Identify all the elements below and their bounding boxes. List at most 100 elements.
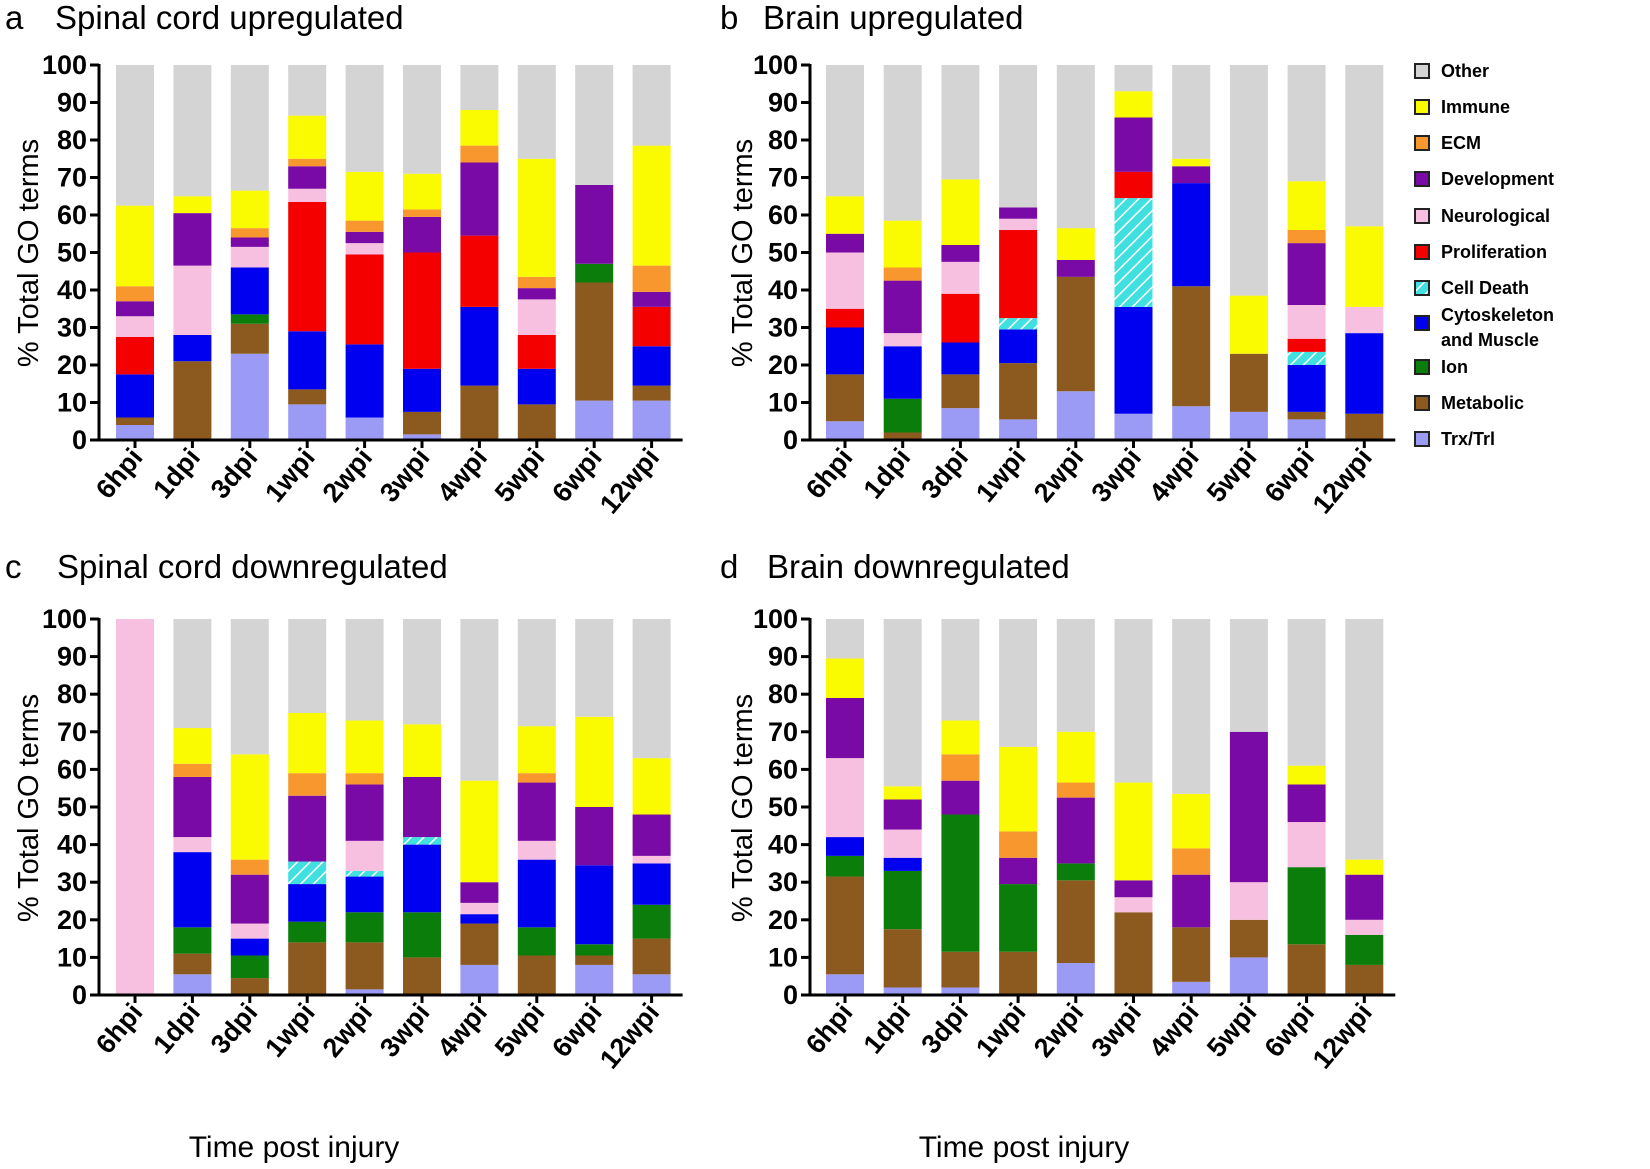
y-tick-label: 20 bbox=[57, 350, 87, 380]
bar-segment-metabolic bbox=[1287, 944, 1326, 995]
bar-1dpi bbox=[173, 65, 212, 440]
bar-segment-other bbox=[575, 65, 614, 185]
bar-segment-ion bbox=[883, 398, 922, 433]
bar-1wpi bbox=[999, 65, 1038, 440]
bar-segment-metabolic bbox=[1345, 964, 1384, 995]
bar-segment-metabolic bbox=[460, 923, 499, 965]
bar-segment-cytoskeleton-and-muscle bbox=[941, 342, 980, 375]
bar-3wpi bbox=[403, 619, 441, 995]
bar-segment-other bbox=[116, 65, 154, 206]
y-tick-label: 50 bbox=[57, 792, 87, 822]
bar-segment-metabolic bbox=[941, 951, 980, 988]
bar-segment-immune bbox=[1172, 158, 1211, 167]
bar-segment-development bbox=[575, 807, 614, 866]
bar-segment-trx-trl bbox=[941, 987, 980, 995]
legend-item-immune: Immune bbox=[1414, 97, 1510, 117]
panel-c-bars bbox=[116, 619, 671, 995]
bar-segment-trx-trl bbox=[1229, 957, 1268, 995]
x-tick-label: 1wpi bbox=[970, 998, 1032, 1063]
x-tick-label: 12wpi bbox=[1307, 443, 1378, 520]
bar-segment-cytoskeleton-and-muscle bbox=[460, 914, 499, 924]
x-tick-label: 3dpi bbox=[205, 443, 264, 505]
bar-segment-cell-death bbox=[403, 837, 441, 845]
bar-segment-metabolic bbox=[116, 417, 154, 425]
bar-segment-ion bbox=[288, 921, 327, 943]
x-tick-label: 4wpi bbox=[1143, 443, 1205, 508]
bar-segment-neurological bbox=[517, 299, 556, 335]
bar-segment-metabolic bbox=[460, 385, 499, 440]
bar-segment-proliferation bbox=[999, 230, 1038, 319]
legend-swatch bbox=[1414, 359, 1430, 375]
legend-swatch bbox=[1414, 395, 1430, 411]
bar-segment-ecm bbox=[999, 831, 1038, 858]
y-tick-label: 20 bbox=[768, 905, 798, 935]
bar-segment-development bbox=[173, 213, 212, 266]
bar-segment-metabolic bbox=[999, 951, 1038, 995]
bar-segment-neurological bbox=[460, 902, 499, 915]
bar-segment-immune bbox=[345, 720, 384, 774]
bar-segment-neurological bbox=[173, 265, 212, 335]
bar-segment-development bbox=[941, 245, 980, 262]
bar-segment-development bbox=[230, 874, 269, 924]
bar-segment-other bbox=[826, 65, 864, 197]
bar-segment-other bbox=[173, 619, 212, 729]
bar-segment-other bbox=[1287, 65, 1326, 182]
panel-a-y-ticks: 0 10 20 30 40 50 60 70 80 90 100 bbox=[42, 50, 99, 455]
panel-a: a Spinal cord upregulated 0 10 20 30 40 50 60 7… bbox=[5, 0, 683, 519]
bar-segment-cytoskeleton-and-muscle bbox=[1114, 306, 1153, 414]
y-tick-label: 50 bbox=[768, 238, 798, 268]
bar-segment-neurological bbox=[173, 837, 212, 853]
bar-12wpi bbox=[1345, 65, 1384, 440]
bar-segment-other bbox=[1345, 65, 1384, 227]
y-tick-label: 10 bbox=[768, 388, 798, 418]
bar-segment-development bbox=[517, 782, 556, 841]
bar-segment-development bbox=[116, 301, 154, 317]
panel-d-letter: d bbox=[720, 548, 738, 585]
legend-label: Neurological bbox=[1441, 206, 1550, 226]
bar-segment-cytoskeleton-and-muscle bbox=[883, 857, 922, 871]
panel-d-x-label: Time post injury bbox=[919, 1131, 1130, 1164]
bar-segment-other bbox=[1345, 619, 1384, 860]
y-tick-label: 70 bbox=[768, 717, 798, 747]
x-tick-label: 5wpi bbox=[1201, 443, 1263, 508]
panel-b-y-ticks: 0 10 20 30 40 50 60 70 80 90 100 bbox=[753, 50, 810, 455]
y-tick-label: 90 bbox=[57, 88, 87, 118]
legend-swatch bbox=[1414, 244, 1430, 260]
bar-segment-metabolic bbox=[403, 957, 441, 995]
bar-segment-other bbox=[632, 619, 671, 759]
legend-label-line2: and Muscle bbox=[1441, 330, 1539, 350]
bar-4wpi bbox=[1172, 619, 1211, 995]
bar-segment-ion bbox=[230, 955, 269, 979]
bar-segment-metabolic bbox=[1172, 286, 1211, 407]
bar-segment-immune bbox=[288, 115, 327, 159]
bar-segment-development bbox=[1345, 874, 1384, 920]
bar-segment-proliferation bbox=[345, 254, 384, 345]
y-tick-label: 0 bbox=[783, 425, 798, 455]
y-tick-label: 40 bbox=[768, 830, 798, 860]
bar-segment-proliferation bbox=[1287, 338, 1326, 352]
bar-segment-other bbox=[1056, 65, 1095, 229]
bar-5wpi bbox=[517, 65, 556, 440]
bar-segment-ecm bbox=[403, 209, 441, 217]
bar-segment-trx-trl bbox=[1172, 981, 1211, 995]
x-tick-label: 1dpi bbox=[147, 443, 206, 505]
bar-segment-trx-trl bbox=[173, 974, 212, 995]
bar-6hpi bbox=[826, 619, 864, 995]
bar-segment-other bbox=[403, 619, 441, 725]
bar-segment-immune bbox=[1114, 782, 1153, 881]
bar-segment-trx-trl bbox=[403, 434, 441, 440]
bar-segment-ion bbox=[1287, 867, 1326, 945]
bar-segment-ion bbox=[230, 314, 269, 324]
bar-segment-metabolic bbox=[1287, 411, 1326, 420]
bar-segment-cytoskeleton-and-muscle bbox=[883, 346, 922, 399]
bar-segment-neurological bbox=[230, 246, 269, 268]
bar-segment-immune bbox=[288, 713, 327, 774]
panel-b: b Brain upregulated 0 10 20 30 40 50 60 70 80 90 1… bbox=[720, 0, 1396, 520]
bar-segment-neurological bbox=[999, 218, 1038, 230]
panel-c-x-label: Time post injury bbox=[189, 1131, 400, 1164]
bar-segment-cytoskeleton-and-muscle bbox=[173, 852, 212, 928]
legend-item-ecm: ECM bbox=[1414, 133, 1481, 153]
bar-segment-ion bbox=[403, 912, 441, 958]
bar-segment-other bbox=[230, 619, 269, 755]
bar-segment-neurological bbox=[1229, 882, 1268, 920]
